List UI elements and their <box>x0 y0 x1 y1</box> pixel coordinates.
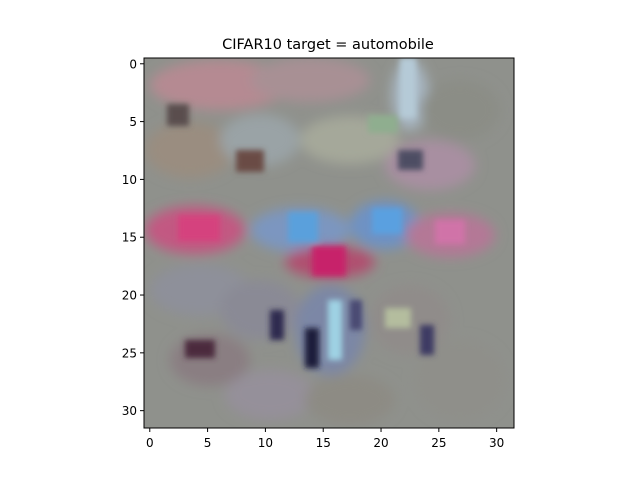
x-tick-label: 25 <box>431 436 446 450</box>
x-tick-label: 5 <box>204 436 212 450</box>
pixel-image <box>144 58 514 428</box>
x-tick-label: 0 <box>146 436 154 450</box>
y-tick-label: 20 <box>122 289 137 303</box>
x-tick-label: 30 <box>489 436 504 450</box>
y-tick-label: 5 <box>129 115 137 129</box>
image-plot: 0 5 10 15 20 25 30 0 5 10 15 20 25 30 <box>122 57 515 450</box>
axes-frame <box>143 57 515 429</box>
y-tick-label: 10 <box>122 173 137 187</box>
y-tick-label: 30 <box>122 404 137 418</box>
axis-ticks: 0 5 10 15 20 25 30 0 5 10 15 20 25 30 <box>122 57 505 450</box>
y-tick-label: 25 <box>122 346 137 360</box>
figure-title: CIFAR10 target = automobile <box>222 37 434 53</box>
x-tick-label: 10 <box>258 436 273 450</box>
y-tick-label: 0 <box>129 57 137 71</box>
x-tick-label: 20 <box>373 436 388 450</box>
x-tick-label: 15 <box>316 436 331 450</box>
y-tick-label: 15 <box>122 231 137 245</box>
